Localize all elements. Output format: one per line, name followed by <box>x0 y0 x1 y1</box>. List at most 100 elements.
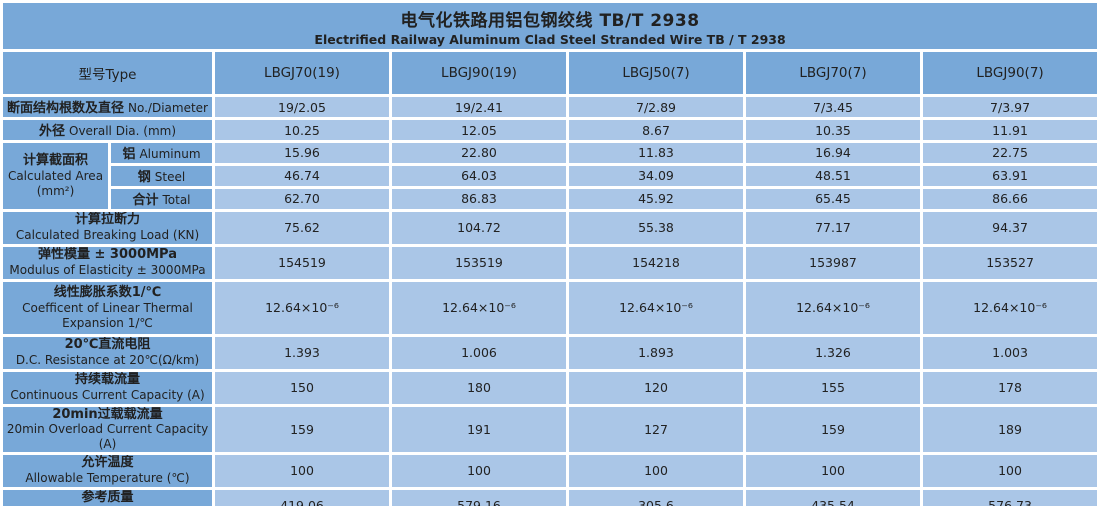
header-model-lbgj70-7: LBGJ70(7) <box>746 52 920 94</box>
value-cell: 22.80 <box>392 143 566 163</box>
table-row: 线性膨胀系数1/℃ Coefficent of Linear Thermal E… <box>3 281 1098 334</box>
value-cell: 159 <box>746 406 920 452</box>
table-row: 20℃直流电阻 D.C. Resistance at 20℃(Ω/km) 1.3… <box>3 336 1098 369</box>
value-cell: 191 <box>392 406 566 452</box>
value-cell: 120 <box>569 371 743 404</box>
row-label-continuous-current: 持续载流量 Continuous Current Capacity (A) <box>3 371 212 404</box>
value-cell: 305.6 <box>569 489 743 506</box>
row-label-zh: 20min过载载流量 <box>52 406 163 422</box>
row-label-total: 合计 Total <box>111 188 212 209</box>
value-cell: 12.64×10⁻⁶ <box>923 281 1098 334</box>
value-cell: 15.96 <box>215 143 389 163</box>
value-cell: 435.54 <box>746 489 920 506</box>
value-cell: 159 <box>215 406 389 452</box>
value-cell: 1.006 <box>392 336 566 369</box>
value-cell: 12.05 <box>392 120 566 140</box>
value-cell: 104.72 <box>392 211 566 244</box>
row-label-en: Modulus of Elasticity ± 3000MPa <box>9 263 206 278</box>
value-cell: 7/2.89 <box>569 97 743 117</box>
table-row: 外径 Overall Dia. (mm) 10.25 12.05 8.67 10.… <box>3 120 1098 140</box>
row-label-zh: 断面结构根数及直径 <box>6 101 124 117</box>
value-cell: 178 <box>923 371 1098 404</box>
value-cell: 45.92 <box>569 188 743 209</box>
value-cell: 11.83 <box>569 143 743 163</box>
row-label-zh: 线性膨胀系数1/℃ <box>53 285 162 301</box>
row-label-en: No./Diameter <box>128 101 208 116</box>
header-model-lbgj70-19: LBGJ70(19) <box>215 52 389 94</box>
value-cell: 65.45 <box>746 188 920 209</box>
table-row: 计算拉断力 Calculated Breaking Load (KN) 75.6… <box>3 211 1098 244</box>
value-cell: 86.66 <box>923 188 1098 209</box>
value-cell: 155 <box>746 371 920 404</box>
table-row: 合计 Total 62.70 86.83 45.92 65.45 86.66 <box>3 188 1098 209</box>
value-cell: 1.326 <box>746 336 920 369</box>
row-label-modulus: 弹性模量 ± 3000MPa Modulus of Elasticity ± 3… <box>3 246 212 279</box>
row-label-en: Calculated Breaking Load (KN) <box>15 228 200 243</box>
value-cell: 63.91 <box>923 165 1098 186</box>
value-cell: 22.75 <box>923 143 1098 163</box>
value-cell: 100 <box>746 454 920 487</box>
value-cell: 100 <box>392 454 566 487</box>
row-label-breaking-load: 计算拉断力 Calculated Breaking Load (KN) <box>3 211 212 244</box>
value-cell: 12.64×10⁻⁶ <box>569 281 743 334</box>
row-label-zh: 20℃直流电阻 <box>64 337 151 353</box>
row-label-en: D.C. Resistance at 20℃(Ω/km) <box>15 353 200 368</box>
header-model-lbgj90-7: LBGJ90(7) <box>923 52 1098 94</box>
row-label-zh: 外径 <box>38 124 65 140</box>
value-cell: 86.83 <box>392 188 566 209</box>
header-model-lbgj90-19: LBGJ90(19) <box>392 52 566 94</box>
value-cell: 94.37 <box>923 211 1098 244</box>
value-cell: 153519 <box>392 246 566 279</box>
value-cell: 154218 <box>569 246 743 279</box>
table-row: 参考质量 Reference Weight (kg/km) 419.06 579… <box>3 489 1098 506</box>
table-row: 20min过载载流量 20min Overload Current Capaci… <box>3 406 1098 452</box>
value-cell: 12.64×10⁻⁶ <box>215 281 389 334</box>
row-label-en: Steel <box>154 169 186 184</box>
value-cell: 180 <box>392 371 566 404</box>
row-label-thermal-expansion: 线性膨胀系数1/℃ Coefficent of Linear Thermal E… <box>3 281 212 334</box>
row-label-zh: 持续载流量 <box>74 372 140 388</box>
row-label-zh: 铝 <box>122 147 136 162</box>
value-cell: 77.17 <box>746 211 920 244</box>
value-cell: 100 <box>923 454 1098 487</box>
page-title-en: Electrified Railway Aluminum Clad Steel … <box>314 31 786 47</box>
table-row: 持续载流量 Continuous Current Capacity (A) 15… <box>3 371 1098 404</box>
area-group-zh: 计算截面积 <box>22 153 88 169</box>
row-label-en: Allowable Temperature (℃) <box>25 471 190 486</box>
value-cell: 100 <box>215 454 389 487</box>
header-type: 型号Type <box>3 52 212 94</box>
header-row: 型号Type LBGJ70(19) LBGJ90(19) LBGJ50(7) L… <box>3 52 1098 94</box>
row-label-allowable-temperature: 允许温度 Allowable Temperature (℃) <box>3 454 212 487</box>
value-cell: 1.393 <box>215 336 389 369</box>
row-label-en: Continuous Current Capacity (A) <box>10 388 205 403</box>
row-label-zh: 钢 <box>137 169 151 185</box>
value-cell: 62.70 <box>215 188 389 209</box>
row-label-zh: 合计 <box>132 192 159 208</box>
row-label-en: Total <box>162 192 191 207</box>
value-cell: 189 <box>923 406 1098 452</box>
value-cell: 1.003 <box>923 336 1098 369</box>
value-cell: 579.16 <box>392 489 566 506</box>
title-cell: 电气化铁路用铝包钢绞线 TB/T 2938 Electrified Railwa… <box>3 3 1098 49</box>
value-cell: 19/2.05 <box>215 97 389 117</box>
value-cell: 10.25 <box>215 120 389 140</box>
value-cell: 12.64×10⁻⁶ <box>392 281 566 334</box>
row-label-en: Overall Dia. (mm) <box>69 124 176 139</box>
table-row: 允许温度 Allowable Temperature (℃) 100 100 1… <box>3 454 1098 487</box>
area-group-en: Calculated Area <box>7 169 104 184</box>
row-label-zh: 参考质量 <box>81 490 134 506</box>
area-group-unit: (mm²) <box>36 183 75 198</box>
value-cell: 154519 <box>215 246 389 279</box>
value-cell: 153527 <box>923 246 1098 279</box>
value-cell: 16.94 <box>746 143 920 163</box>
row-label-aluminum: 铝 Aluminum <box>111 143 212 163</box>
value-cell: 127 <box>569 406 743 452</box>
table-row: 计算截面积 Calculated Area (mm²) 铝 Aluminum 15… <box>3 143 1098 209</box>
row-label-reference-weight: 参考质量 Reference Weight (kg/km) <box>3 489 212 506</box>
value-cell: 100 <box>569 454 743 487</box>
table-row: 断面结构根数及直径 No./Diameter 19/2.05 19/2.41 7/… <box>3 97 1098 117</box>
row-label-en: Coefficent of Linear Thermal Expansion 1… <box>22 300 193 330</box>
value-cell: 150 <box>215 371 389 404</box>
value-cell: 11.91 <box>923 120 1098 140</box>
